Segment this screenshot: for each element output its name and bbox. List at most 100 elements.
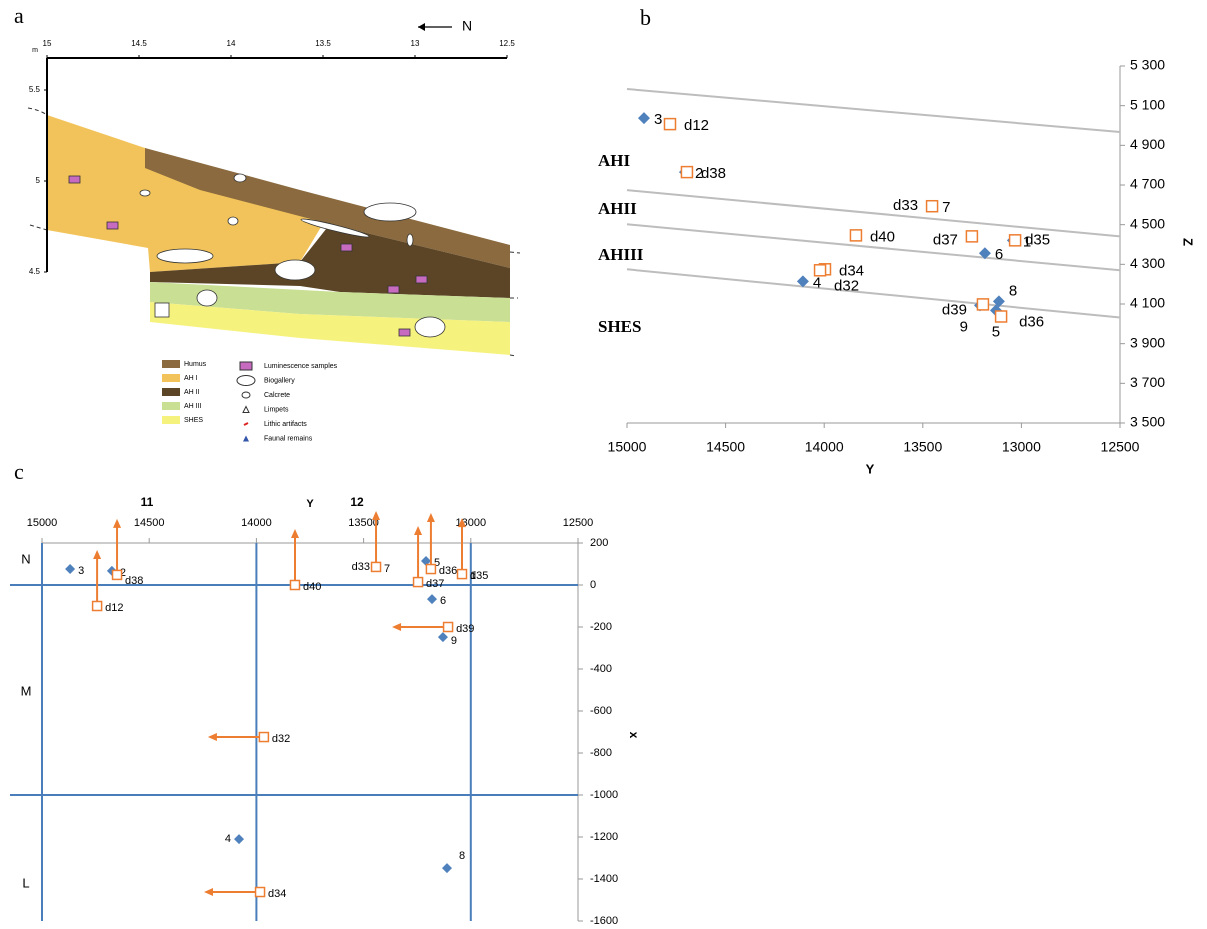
legend-label: AH I xyxy=(184,375,198,382)
y-tick-label: 4 500 xyxy=(1130,215,1165,231)
biogallery xyxy=(197,290,217,306)
point-label: d40 xyxy=(303,581,321,593)
calcrete xyxy=(234,174,246,182)
point-label: 5 xyxy=(992,323,1000,340)
orientation-arrowhead xyxy=(204,888,213,896)
layer-label: SHES xyxy=(598,317,641,336)
luminescence-sample xyxy=(416,276,427,283)
y-tick-label: -200 xyxy=(590,621,612,633)
legend-icon xyxy=(243,436,249,442)
orientation-arrowhead xyxy=(291,529,299,538)
y-tick-label: 4 900 xyxy=(1130,136,1165,152)
x-axis-title: Y xyxy=(306,498,314,510)
point-label: 9 xyxy=(960,318,968,335)
legend-swatch xyxy=(162,402,180,410)
y-tick-label: 4 300 xyxy=(1130,255,1165,271)
x-tick-label: 14500 xyxy=(706,439,745,455)
y-tick-label: 4 100 xyxy=(1130,295,1165,311)
diamond-point xyxy=(234,834,244,844)
x-tick-label: 12.5 xyxy=(499,39,515,48)
y-tick-label: 3 700 xyxy=(1130,374,1165,390)
square-point xyxy=(1010,235,1021,246)
calcrete xyxy=(407,234,413,246)
x-tick-label: 12500 xyxy=(563,517,594,529)
panel-letter: b xyxy=(640,5,651,30)
legend-icon xyxy=(240,362,252,370)
calcrete xyxy=(157,249,213,263)
column-label: 11 xyxy=(141,495,154,509)
luminescence-sample xyxy=(69,176,80,183)
legend-swatch xyxy=(162,374,180,382)
x-tick-label: 15000 xyxy=(27,517,58,529)
diamond-point xyxy=(442,863,452,873)
dashed-boundary xyxy=(30,225,47,230)
row-label: L xyxy=(22,875,29,890)
square-point xyxy=(113,570,122,579)
y-tick-label: -800 xyxy=(590,747,612,759)
calcrete xyxy=(275,260,315,280)
x-tick-label: 15 xyxy=(43,39,52,48)
calcrete xyxy=(140,190,150,196)
panel-letter: a xyxy=(14,3,24,28)
column-label: 12 xyxy=(350,495,364,509)
figure: a b c xyxy=(0,0,1207,929)
square-point xyxy=(966,231,977,242)
point-label: 3 xyxy=(78,565,84,577)
luminescence-sample xyxy=(399,329,410,336)
x-tick-label: 13 xyxy=(411,39,420,48)
x-tick-label: 13.5 xyxy=(315,39,331,48)
y-tick-label: -400 xyxy=(590,663,612,675)
y-tick-label: -1000 xyxy=(590,789,618,801)
point-label: 7 xyxy=(942,199,950,216)
x-tick-label: 14 xyxy=(227,39,236,48)
point-label: d12 xyxy=(105,602,123,614)
point-label: 7 xyxy=(384,563,390,575)
point-label: d39 xyxy=(942,301,967,318)
square-point xyxy=(290,581,299,590)
layer-boundary xyxy=(627,269,1120,317)
point-label: d35 xyxy=(1025,231,1050,248)
diamond-point xyxy=(438,632,448,642)
calcrete xyxy=(364,203,416,221)
square-point xyxy=(927,201,938,212)
point-label: d39 xyxy=(456,623,474,635)
square-point xyxy=(426,565,435,574)
x-tick-label: 14500 xyxy=(134,517,165,529)
x-tick-label: 13000 xyxy=(1002,439,1041,455)
luminescence-sample xyxy=(388,286,399,293)
point-label: d36 xyxy=(1019,313,1044,330)
legend-swatch xyxy=(162,388,180,396)
x-tick-label: 13500 xyxy=(903,439,942,455)
y-tick-label: 3 900 xyxy=(1130,334,1165,350)
square-point xyxy=(372,562,381,571)
legend-swatch xyxy=(162,360,180,368)
legend-swatch xyxy=(162,416,180,424)
y-tick-label: -1600 xyxy=(590,915,618,927)
legend-label: Lithic artifacts xyxy=(264,421,307,428)
y-tick-label: 0 xyxy=(590,579,596,591)
legend-icon xyxy=(244,423,248,425)
layer-label: AHI xyxy=(598,151,631,170)
point-label: d33 xyxy=(893,197,918,214)
legend-label: Biogallery xyxy=(264,377,295,384)
orientation-arrowhead xyxy=(392,623,401,631)
layer-label: AHIII xyxy=(598,245,644,264)
diamond-point xyxy=(427,594,437,604)
diamond-point xyxy=(65,564,75,574)
point-label: d38 xyxy=(125,575,143,587)
square-point xyxy=(444,623,453,632)
y-unit: m xyxy=(32,47,38,54)
orientation-arrowhead xyxy=(414,526,422,535)
point-label: d40 xyxy=(870,228,895,245)
diamond-point xyxy=(638,112,650,124)
legend-label: SHES xyxy=(184,417,203,424)
point-label: d37 xyxy=(933,231,958,248)
point-label: 4 xyxy=(225,833,231,845)
legend-label: Faunal remains xyxy=(264,435,313,442)
y-tick-label: 5.5 xyxy=(29,85,41,94)
x-axis-title: Y xyxy=(866,461,875,476)
y-tick-label: -600 xyxy=(590,705,612,717)
biogallery xyxy=(155,303,169,317)
legend-label: Humus xyxy=(184,361,207,368)
orientation-arrowhead xyxy=(208,733,217,741)
